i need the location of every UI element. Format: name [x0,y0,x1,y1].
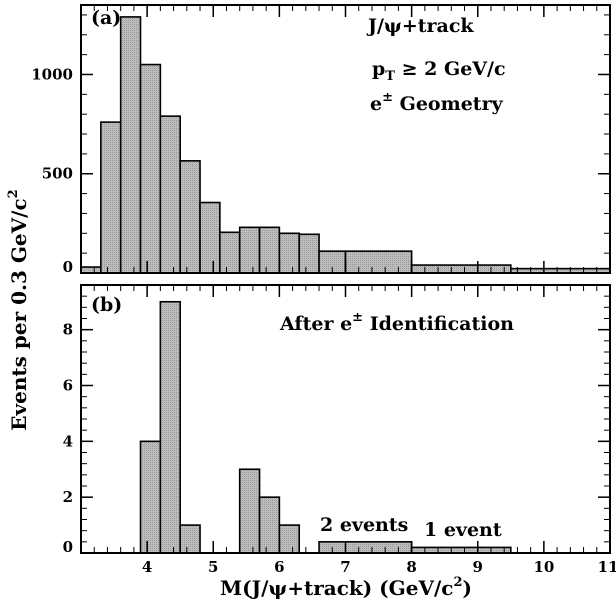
y-axis-title: Events per 0.3 GeV/c2 [6,189,31,430]
histogram-bar-b-4 [258,496,281,554]
label-1-event: 1 event [424,519,502,541]
identification-rest: Identification [363,313,514,335]
y-title-main: Events per 0.3 GeV/c [7,198,31,430]
histogram-bar-a-2 [119,16,142,274]
x-ticks-b [93,285,611,553]
panel-b-label: (b) [91,294,122,316]
identification-main: After e [279,313,352,335]
histogram-bar-a-11 [298,233,320,274]
y-title-sup: 2 [6,189,21,198]
x-tick-labels: 4 5 6 7 8 9 10 11 [142,558,616,576]
x-tick-label-6: 10 [533,558,554,576]
x-tick-label-2: 6 [274,558,284,576]
y-tick-label-b-3: 6 [63,377,73,395]
y-tick-label-b-1: 2 [63,488,73,506]
geometry-main: e [370,93,382,115]
annotation-pt-cut: pT ≥ 2 GeV/c [372,58,506,84]
y-tick-label-b-0: 0 [63,538,73,556]
histogram-bar-a-9 [258,226,281,274]
histogram-bar-a-13 [344,250,413,274]
annotation-jpsi-track: J/ψ+track [366,15,474,37]
geometry-sup: ± [382,90,393,105]
y-ticks-a: 0 500 1000 [31,14,610,276]
histogram-bar-b-2 [179,524,201,554]
histogram-bar-b-6 [318,541,413,554]
x-tick-label-7: 11 [598,558,616,576]
histogram-bar-b-5 [278,524,301,554]
identification-sup: ± [352,310,363,325]
pt-main: p [372,58,385,80]
x-tick-label-4: 8 [406,558,416,576]
histogram-panel-a: 0 500 1000 (a) J/ψ+track pT ≥ 2 GeV/c e± G… [31,4,611,276]
y-tick-label-a-1: 500 [42,165,73,183]
histogram-bar-a-10 [278,232,301,274]
histogram-bar-a-4 [159,115,181,274]
x-tick-label-0: 4 [142,558,152,576]
y-ticks-b: 0 2 4 6 8 [63,284,610,556]
histogram-bar-a-5 [179,160,201,274]
annotation-after-identification: After e± Identification [279,310,514,335]
x-tick-label-3: 7 [340,558,350,576]
bars-a [80,16,611,274]
histogram-bar-b-3 [238,468,261,554]
histogram-bar-b-1 [159,300,181,554]
histogram-bar-a-3 [139,63,162,274]
x-title-main: M(J/ψ+track) (GeV/c [220,576,453,600]
pt-sub: T [385,69,395,84]
histogram-bar-a-14 [410,264,512,274]
y-tick-label-a-0: 0 [63,258,73,276]
histogram-bar-a-1 [100,121,122,274]
histogram-bar-a-7 [219,231,241,274]
annotation-geometry: e± Geometry [370,90,504,115]
bars-b [139,300,512,554]
x-tick-label-1: 5 [208,558,218,576]
y-tick-label-b-4: 8 [63,321,73,339]
x-axis-title: M(J/ψ+track) (GeV/c2) [220,575,472,600]
label-2-events: 2 events [320,514,408,536]
x-ticks-a [93,5,611,273]
x-title-sup: 2 [453,575,462,590]
histogram-bar-a-8 [238,226,261,274]
histogram-bar-a-6 [199,201,221,274]
y-tick-label-b-2: 4 [63,432,73,450]
x-title-end: ) [463,576,472,600]
geometry-rest: Geometry [393,93,504,115]
pt-rest: ≥ 2 GeV/c [395,58,506,80]
x-tick-label-5: 9 [473,558,483,576]
panel-a-label: (a) [91,7,121,29]
histogram-panel-b: 0 2 4 6 8 (b) After e± Identification 2 even… [63,284,611,556]
y-tick-label-a-2: 1000 [31,65,73,83]
histogram-bar-b-0 [139,440,162,554]
